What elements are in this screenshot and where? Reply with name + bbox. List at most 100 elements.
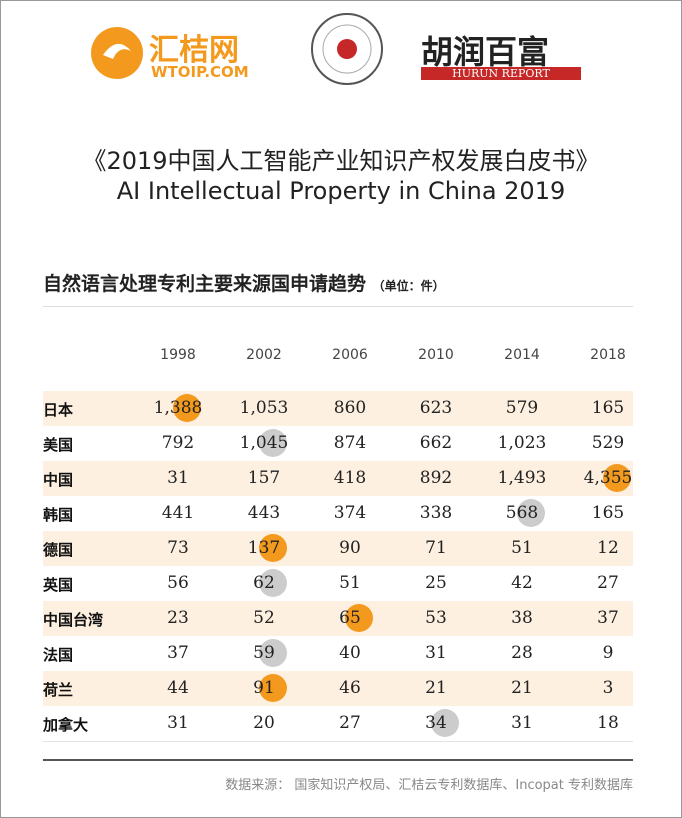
cell: 21 xyxy=(425,678,447,698)
cell: 51 xyxy=(511,538,533,558)
cell: 860 xyxy=(333,398,367,418)
row-label: 德国 xyxy=(43,541,74,559)
cell: 56 xyxy=(167,573,189,593)
logo-text: 汇桔网 xyxy=(149,33,239,68)
cell: 40 xyxy=(339,643,361,663)
table-unit: （单位：件） xyxy=(372,279,445,293)
row-bg xyxy=(43,671,633,707)
cell: 418 xyxy=(333,468,367,488)
row-label: 中国 xyxy=(43,471,74,489)
highlight xyxy=(173,394,201,422)
cell: 441 xyxy=(161,503,195,523)
cell: 46 xyxy=(339,678,361,698)
row-label: 法国 xyxy=(43,646,74,664)
row-label: 荷兰 xyxy=(43,681,74,699)
cell: 42 xyxy=(511,573,533,593)
cell: 25 xyxy=(425,573,447,593)
cell: 165 xyxy=(591,398,625,418)
table-title: 自然语言处理专利主要来源国申请趋势 （单位：件） xyxy=(43,269,445,296)
cell: 137 xyxy=(247,538,281,558)
cell: 338 xyxy=(419,503,453,523)
cell: 579 xyxy=(505,398,539,418)
cell: 20 xyxy=(253,713,275,733)
row-label: 加拿大 xyxy=(43,716,89,734)
cell: 31 xyxy=(511,713,533,733)
row-label: 英国 xyxy=(43,576,74,594)
cell: 37 xyxy=(597,608,619,628)
cell: 37 xyxy=(167,643,189,663)
cell: 62 xyxy=(253,573,275,593)
subtitle: AI Intellectual Property in China 2019 xyxy=(116,177,566,205)
cell: 18 xyxy=(597,713,619,733)
highlight xyxy=(603,464,631,492)
column-header: 2018 xyxy=(590,347,626,363)
cell: 1,023 xyxy=(497,433,547,453)
cell: 31 xyxy=(167,713,189,733)
row-label: 中国台湾 xyxy=(43,611,104,629)
cell: 34 xyxy=(425,713,447,733)
cell: 73 xyxy=(167,538,189,558)
cell: 568 xyxy=(505,503,539,523)
highlight xyxy=(259,429,287,457)
cell: 892 xyxy=(419,468,453,488)
cell: 529 xyxy=(591,433,625,453)
cell: 71 xyxy=(425,538,447,558)
row-label: 日本 xyxy=(43,401,74,419)
title: 《2019中国人工智能产业知识产权发展白皮书》 xyxy=(82,147,600,175)
column-header: 2014 xyxy=(504,347,540,363)
row-label: 韩国 xyxy=(43,506,74,524)
cell: 38 xyxy=(511,608,533,628)
cell: 374 xyxy=(333,503,367,523)
highlight xyxy=(259,639,287,667)
cell: 9 xyxy=(602,643,614,663)
rule xyxy=(43,759,633,761)
cell: 662 xyxy=(419,433,453,453)
row-bg xyxy=(43,601,633,637)
cell: 23 xyxy=(167,608,189,628)
source: 数据来源： 国家知识产权局、汇桔云专利数据库、Incopat 专利数据库 xyxy=(225,778,633,793)
cell: 44 xyxy=(167,678,189,698)
cell: 53 xyxy=(425,608,447,628)
row-label: 美国 xyxy=(43,436,74,454)
cell: 28 xyxy=(511,643,533,663)
cell: 27 xyxy=(339,713,361,733)
cell: 21 xyxy=(511,678,533,698)
highlight xyxy=(345,604,373,632)
logo-icon xyxy=(91,27,143,79)
cell: 12 xyxy=(597,538,619,558)
logo-hurun: 胡润百富 xyxy=(421,33,550,71)
cell: 27 xyxy=(597,573,619,593)
cell: 1,045 xyxy=(239,433,289,453)
cell: 91 xyxy=(253,678,275,698)
cell: 1,493 xyxy=(497,468,547,488)
cell: 1,388 xyxy=(153,398,203,418)
cell: 52 xyxy=(253,608,275,628)
logo-hurun-sub: HURUN REPORT xyxy=(421,67,581,80)
anniversary-logo xyxy=(311,13,383,85)
cell: 157 xyxy=(247,468,281,488)
highlight xyxy=(259,674,287,702)
cell: 1,053 xyxy=(239,398,289,418)
cell: 443 xyxy=(247,503,281,523)
cell: 3 xyxy=(602,678,614,698)
column-header: 1998 xyxy=(160,347,196,363)
rule xyxy=(43,306,633,307)
row-bg xyxy=(43,391,633,427)
cell: 792 xyxy=(161,433,195,453)
column-header: 2010 xyxy=(418,347,454,363)
table-title-text: 自然语言处理专利主要来源国申请趋势 xyxy=(43,273,367,295)
highlight xyxy=(431,709,459,737)
logo-url: WTOIP.COM xyxy=(151,63,249,81)
cell: 90 xyxy=(339,538,361,558)
cell: 65 xyxy=(339,608,361,628)
cell: 165 xyxy=(591,503,625,523)
highlight xyxy=(259,534,287,562)
cell: 623 xyxy=(419,398,453,418)
highlight xyxy=(259,569,287,597)
cell: 4,355 xyxy=(583,468,633,488)
cell: 31 xyxy=(167,468,189,488)
column-header: 2006 xyxy=(332,347,368,363)
cell: 59 xyxy=(253,643,275,663)
cell: 874 xyxy=(333,433,367,453)
